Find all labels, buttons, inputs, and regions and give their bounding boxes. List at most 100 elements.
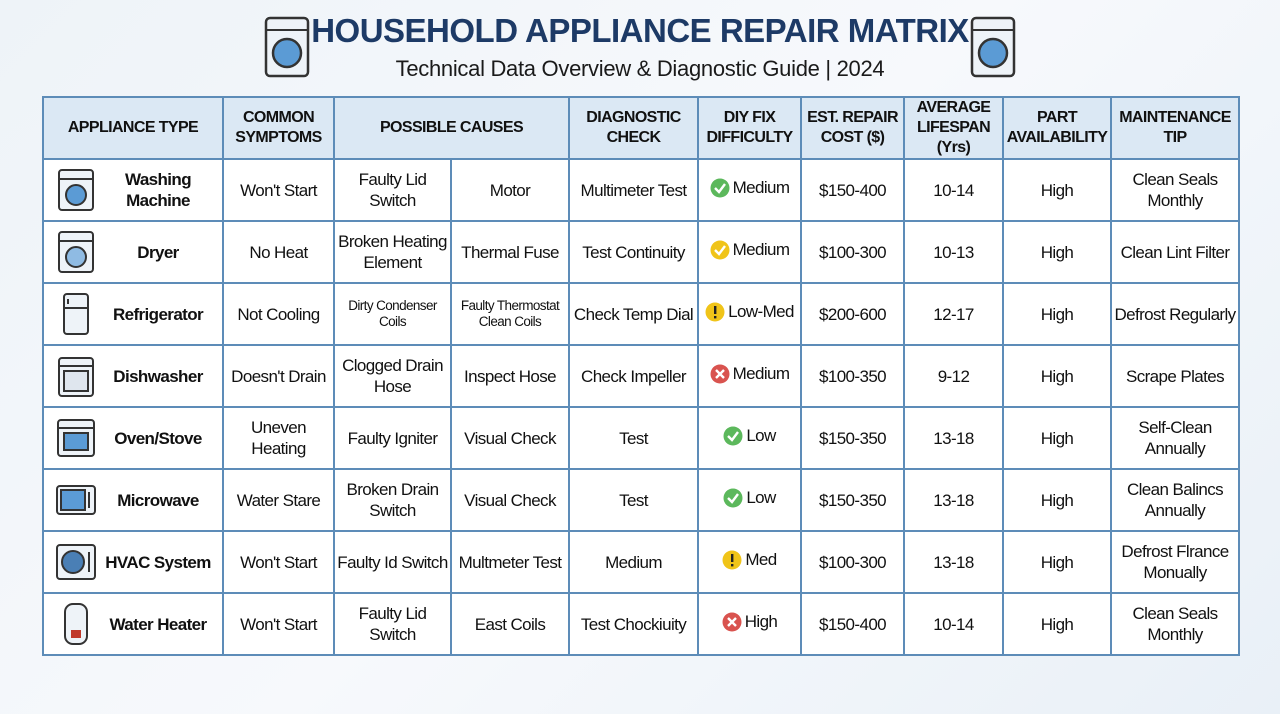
appliance-type: Water Heater	[46, 602, 220, 646]
appliance-type: Washing Machine	[46, 168, 220, 212]
table-cell: High	[1002, 282, 1113, 346]
cell-text: 13-18	[933, 428, 974, 448]
cell-text: Faulty Lid Switch	[358, 604, 427, 644]
table-cell: Multmeter Test	[449, 530, 571, 594]
appliance-icon	[58, 357, 94, 397]
table-cell: Test Chockiuity	[568, 592, 700, 656]
appliance-name: Water Heater	[109, 614, 207, 634]
status-icon	[710, 364, 730, 384]
table-cell: $100-300	[800, 530, 906, 594]
table-cell: High	[1002, 530, 1113, 594]
table-cell: $100-300	[800, 220, 906, 284]
cell-text: Water Stare	[236, 490, 321, 510]
table-cell: $150-350	[800, 406, 906, 470]
appliance-type: Oven/Stove	[46, 416, 220, 460]
cell-text: Faulty Id Switch	[337, 552, 448, 572]
appliance-icon	[63, 293, 89, 335]
cell-text: No Heat	[249, 242, 308, 262]
difficulty: High	[722, 611, 778, 632]
repair-table: APPLIANCE TYPE COMMON SYMPTOMS POSSIBLE CA…	[42, 96, 1241, 656]
table-cell: Test	[568, 406, 700, 470]
table-cell: Medium	[697, 158, 803, 222]
table-cell: 13-18	[903, 468, 1005, 532]
table-cell: Dryer	[42, 220, 224, 284]
table-cell: Med	[697, 530, 803, 594]
column-header: PART AVAILABILITY	[1002, 96, 1113, 160]
table-row: Dryer No Heat Broken Heating Element Therma…	[42, 220, 1241, 284]
status-icon	[723, 426, 743, 446]
table-body: Washing Machine Won't Start Faulty Lid Swi…	[42, 158, 1241, 656]
table-cell: Multimeter Test	[568, 158, 700, 222]
appliance-name: Washing Machine	[125, 170, 192, 210]
cell-text: Faulty Thermostat Clean Coils	[460, 298, 560, 329]
table-row: Washing Machine Won't Start Faulty Lid Swi…	[42, 158, 1241, 222]
status-icon	[705, 302, 725, 322]
appliance-icon	[57, 419, 95, 457]
table-cell: Broken Drain Switch	[333, 468, 452, 532]
table-cell: Washing Machine	[42, 158, 224, 222]
cell-text: Multmeter Test	[458, 552, 562, 572]
table-cell: Faulty Igniter	[333, 406, 452, 470]
table-cell: $150-400	[800, 592, 906, 656]
table-cell: Water Stare	[222, 468, 335, 532]
appliance-type: Dryer	[46, 230, 220, 274]
appliance-icon	[58, 231, 94, 273]
status-icon	[722, 550, 742, 570]
difficulty: Low	[723, 425, 776, 446]
header-row: APPLIANCE TYPE COMMON SYMPTOMS POSSIBLE CA…	[42, 96, 1241, 160]
table-row: Water Heater Won't Start Faulty Lid Switch…	[42, 592, 1241, 656]
cell-text: Inspect Hose	[463, 366, 557, 386]
cell-text: 10-13	[933, 242, 974, 262]
cell-text: High	[1040, 304, 1074, 324]
cell-text: $100-300	[818, 242, 887, 262]
cell-text: Won't Start	[240, 180, 317, 200]
cell-text: $150-350	[818, 428, 887, 448]
column-header: AVERAGE LIFESPAN (Yrs)	[903, 96, 1005, 160]
table-cell: Low-Med	[697, 282, 803, 346]
difficulty: Low	[723, 487, 776, 508]
difficulty-label: Med	[745, 550, 777, 570]
cell-text: Broken Heating Element	[338, 232, 447, 272]
cell-text: High	[1040, 552, 1074, 572]
table-cell: $150-400	[800, 158, 906, 222]
table-cell: Won't Start	[222, 158, 335, 222]
difficulty: Medium	[710, 239, 790, 260]
cell-text: Dirty Condenser Coils	[348, 298, 437, 329]
difficulty: Low-Med	[705, 301, 794, 322]
cell-text: Test	[619, 490, 648, 510]
difficulty-label: Low-Med	[728, 302, 794, 322]
cell-text: Clean Seals Monthly	[1132, 170, 1218, 210]
table-cell: Check Temp Dial	[568, 282, 700, 346]
table-cell: High	[1002, 592, 1113, 656]
table-cell: Visual Check	[449, 406, 571, 470]
table-cell: Medium	[568, 530, 700, 594]
cell-text: Multimeter Test	[580, 180, 688, 200]
table-row: Oven/Stove Uneven Heating Faulty Igniter Vi…	[42, 406, 1241, 470]
column-header: POSSIBLE CAUSES	[332, 96, 571, 160]
table-cell: High	[1002, 158, 1113, 222]
cell-text: Won't Start	[240, 552, 317, 572]
table-cell: High	[1002, 344, 1113, 408]
cell-text: $150-350	[818, 490, 887, 510]
table-cell: Not Cooling	[222, 282, 335, 346]
cell-text: Faulty Lid Switch	[358, 170, 427, 210]
table-cell: Won't Start	[222, 592, 335, 656]
cell-text: Medium	[605, 552, 662, 572]
appliance-name: Oven/Stove	[114, 428, 202, 448]
table-cell: Clean Balincs Annually	[1110, 468, 1241, 532]
table-cell: Scrape Plates	[1110, 344, 1241, 408]
difficulty: Medium	[710, 177, 790, 198]
table-cell: Self-Clean Annually	[1110, 406, 1241, 470]
table-cell: Faulty Lid Switch	[333, 158, 452, 222]
cell-text: Check Impeller	[581, 366, 687, 386]
cell-text: 10-14	[933, 614, 974, 634]
table-cell: Microwave	[42, 468, 224, 532]
subtitle: Technical Data Overview & Diagnostic Gui…	[395, 56, 885, 81]
table-cell: 13-18	[903, 530, 1005, 594]
table-row: Microwave Water Stare Broken Drain Switch V…	[42, 468, 1241, 532]
cell-text: Broken Drain Switch	[346, 480, 439, 520]
table-cell: East Coils	[449, 592, 571, 656]
difficulty-label: Medium	[732, 240, 790, 260]
table-cell: Clean Lint Filter	[1110, 220, 1241, 284]
